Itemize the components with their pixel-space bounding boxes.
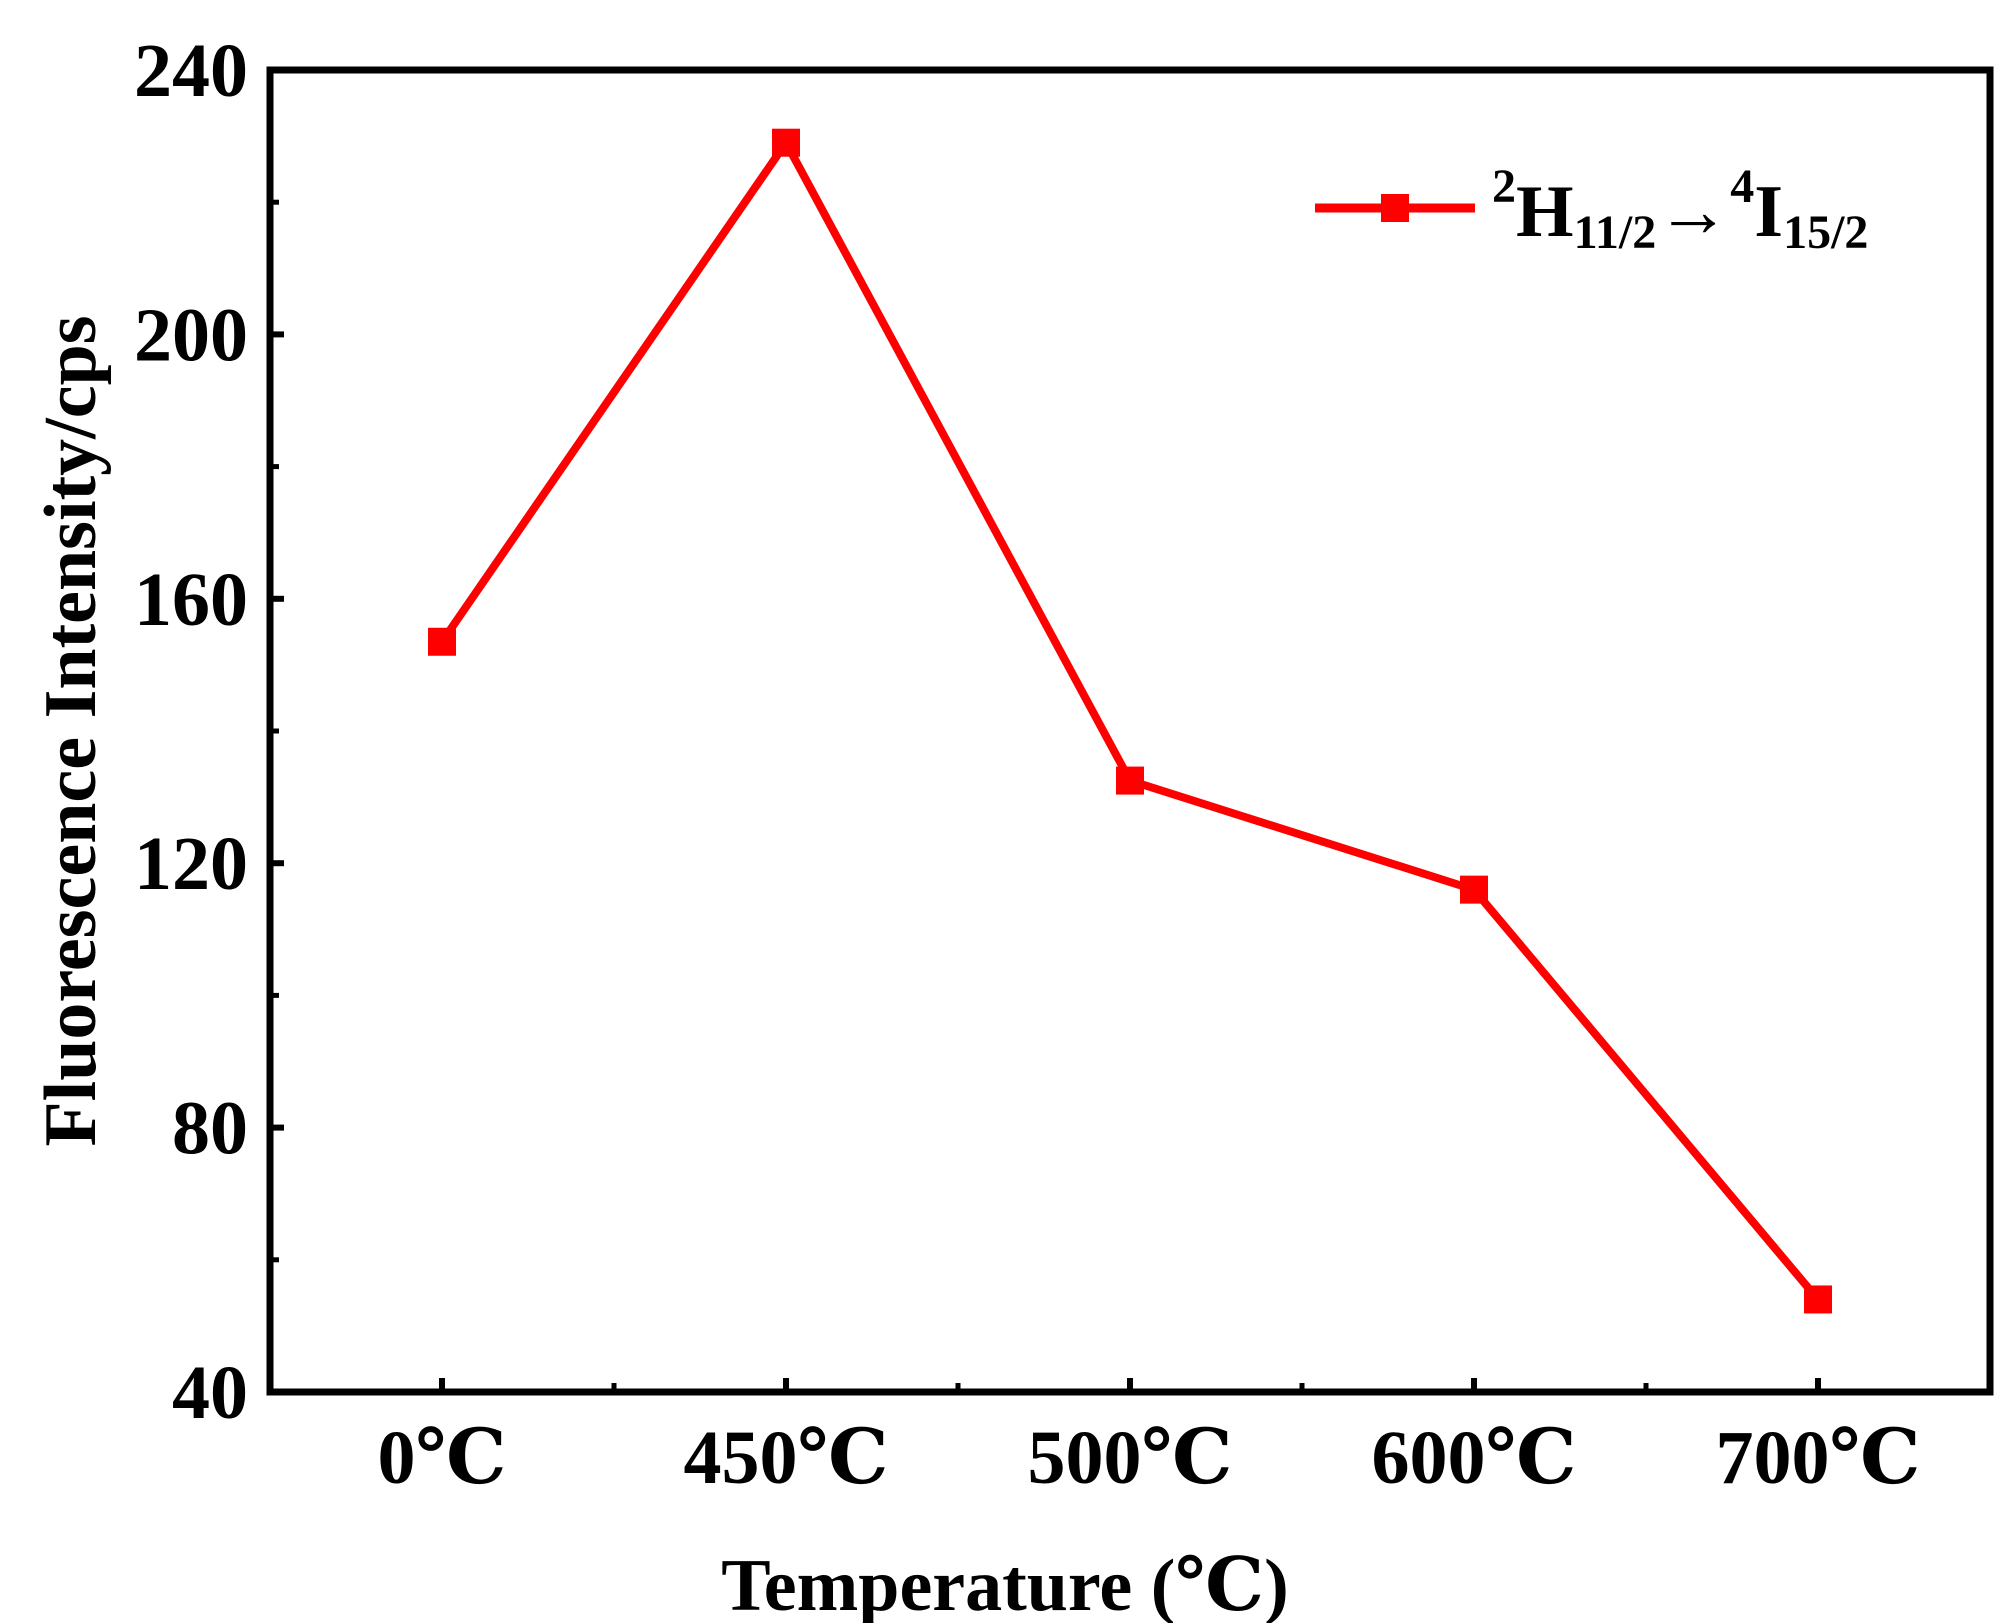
data-point <box>1116 766 1144 795</box>
y-tick-label: 120 <box>134 822 248 906</box>
x-axis: 0℃ 450℃ 500℃ 600℃ 700℃ <box>377 1378 1921 1500</box>
data-point <box>772 128 800 157</box>
x-tick-label: 500℃ <box>1027 1416 1232 1500</box>
legend-sub2: 15/2 <box>1783 206 1868 259</box>
x-tick-label: 700℃ <box>1715 1416 1920 1500</box>
legend-label: 2H11/2→4I15/2 <box>1492 160 1868 259</box>
legend-main2: I <box>1754 171 1783 253</box>
legend-main1: H <box>1516 171 1574 253</box>
legend-sub1: 11/2 <box>1574 206 1657 259</box>
y-axis: 40 80 120 160 200 240 <box>134 29 284 1435</box>
y-tick-label: 80 <box>172 1087 248 1171</box>
series-layer <box>428 128 1832 1314</box>
y-tick-label: 200 <box>134 293 248 377</box>
x-tick-label: 600℃ <box>1371 1416 1576 1500</box>
legend-sup1: 2 <box>1492 160 1516 213</box>
legend-marker <box>1381 194 1409 222</box>
y-axis-title: Fluorescence Intensity/cps <box>30 315 112 1146</box>
y-tick-label: 240 <box>134 29 248 113</box>
x-tick-label: 450℃ <box>683 1416 888 1500</box>
legend-sup2: 4 <box>1730 160 1754 213</box>
legend: 2H11/2→4I15/2 <box>1315 160 1868 259</box>
data-point <box>1460 875 1488 904</box>
y-tick-label: 160 <box>134 558 248 642</box>
y-tick-label: 40 <box>172 1351 248 1435</box>
series-line <box>438 138 1822 1303</box>
x-tick-label: 0℃ <box>377 1416 506 1500</box>
data-point <box>428 627 456 656</box>
data-point <box>1804 1285 1832 1314</box>
legend-arrow: → <box>1656 171 1730 253</box>
x-axis-title: Temperature (℃) <box>721 1545 1289 1623</box>
